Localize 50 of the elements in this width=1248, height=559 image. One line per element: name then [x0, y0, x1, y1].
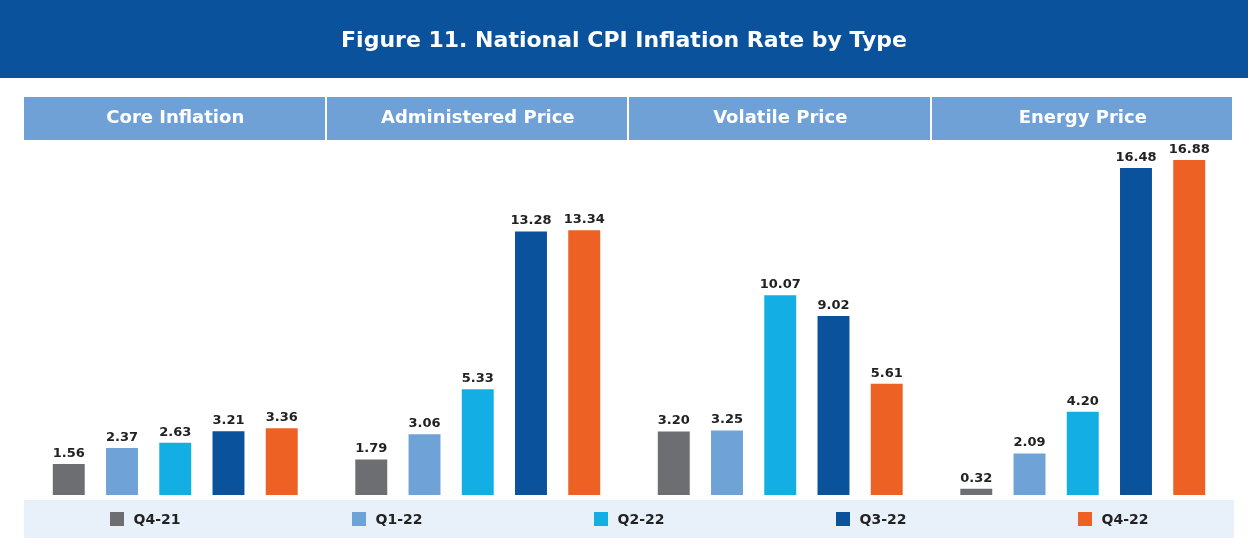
bar: [870, 383, 903, 495]
bar: [159, 442, 192, 495]
data-label: 13.28: [510, 212, 552, 228]
data-label: 2.37: [105, 428, 139, 444]
data-label: 16.88: [1168, 140, 1210, 156]
bar: [960, 488, 993, 495]
data-label: 2.63: [159, 423, 192, 439]
bar: [408, 434, 441, 495]
bar: [52, 464, 85, 495]
bar: [212, 431, 245, 495]
data-label: 1.56: [52, 444, 85, 460]
bar: [1066, 411, 1099, 495]
legend-label: Q2-22: [617, 511, 665, 527]
legend-label: Q1-22: [375, 511, 423, 527]
data-label: 1.79: [355, 440, 388, 456]
x-tick-label: Energy Price: [1018, 105, 1147, 127]
data-label: 3.20: [657, 412, 690, 428]
legend-label: Q3-22: [859, 511, 907, 527]
data-label: 4.20: [1066, 392, 1099, 408]
data-label: 3.21: [212, 412, 245, 428]
data-label: 3.25: [710, 411, 744, 427]
bar: [1013, 453, 1046, 495]
bar: [657, 431, 690, 495]
bar: [568, 230, 601, 495]
bar: [515, 231, 547, 495]
data-label: 16.48: [1115, 148, 1157, 164]
x-tick-label: Administered Price: [380, 105, 575, 127]
x-tick-label: Core Inflation: [106, 105, 245, 127]
data-label: 9.02: [817, 296, 850, 312]
bar: [461, 389, 494, 495]
chart-title: Figure 11. National CPI Inflation Rate by Type: [0, 0, 1248, 78]
data-label: 13.34: [563, 211, 605, 227]
bar: [1120, 168, 1152, 495]
legend-label: Q4-21: [133, 511, 181, 527]
bar: [764, 295, 797, 495]
data-label: 5.33: [461, 370, 494, 386]
bar: [1173, 160, 1206, 495]
data-label: 0.32: [960, 469, 993, 485]
data-label: 3.06: [408, 415, 441, 431]
data-label: 2.09: [1013, 434, 1046, 450]
data-label: 3.36: [265, 409, 298, 425]
data-label: 10.07: [759, 276, 801, 292]
bar: [817, 316, 850, 495]
data-label: 5.61: [870, 364, 903, 380]
bar: [106, 447, 138, 495]
legend-label: Q4-22: [1101, 511, 1149, 527]
bar: [355, 459, 388, 495]
bar: [711, 430, 743, 495]
bar: [265, 428, 298, 495]
x-tick-label: Volatile Price: [713, 105, 848, 127]
